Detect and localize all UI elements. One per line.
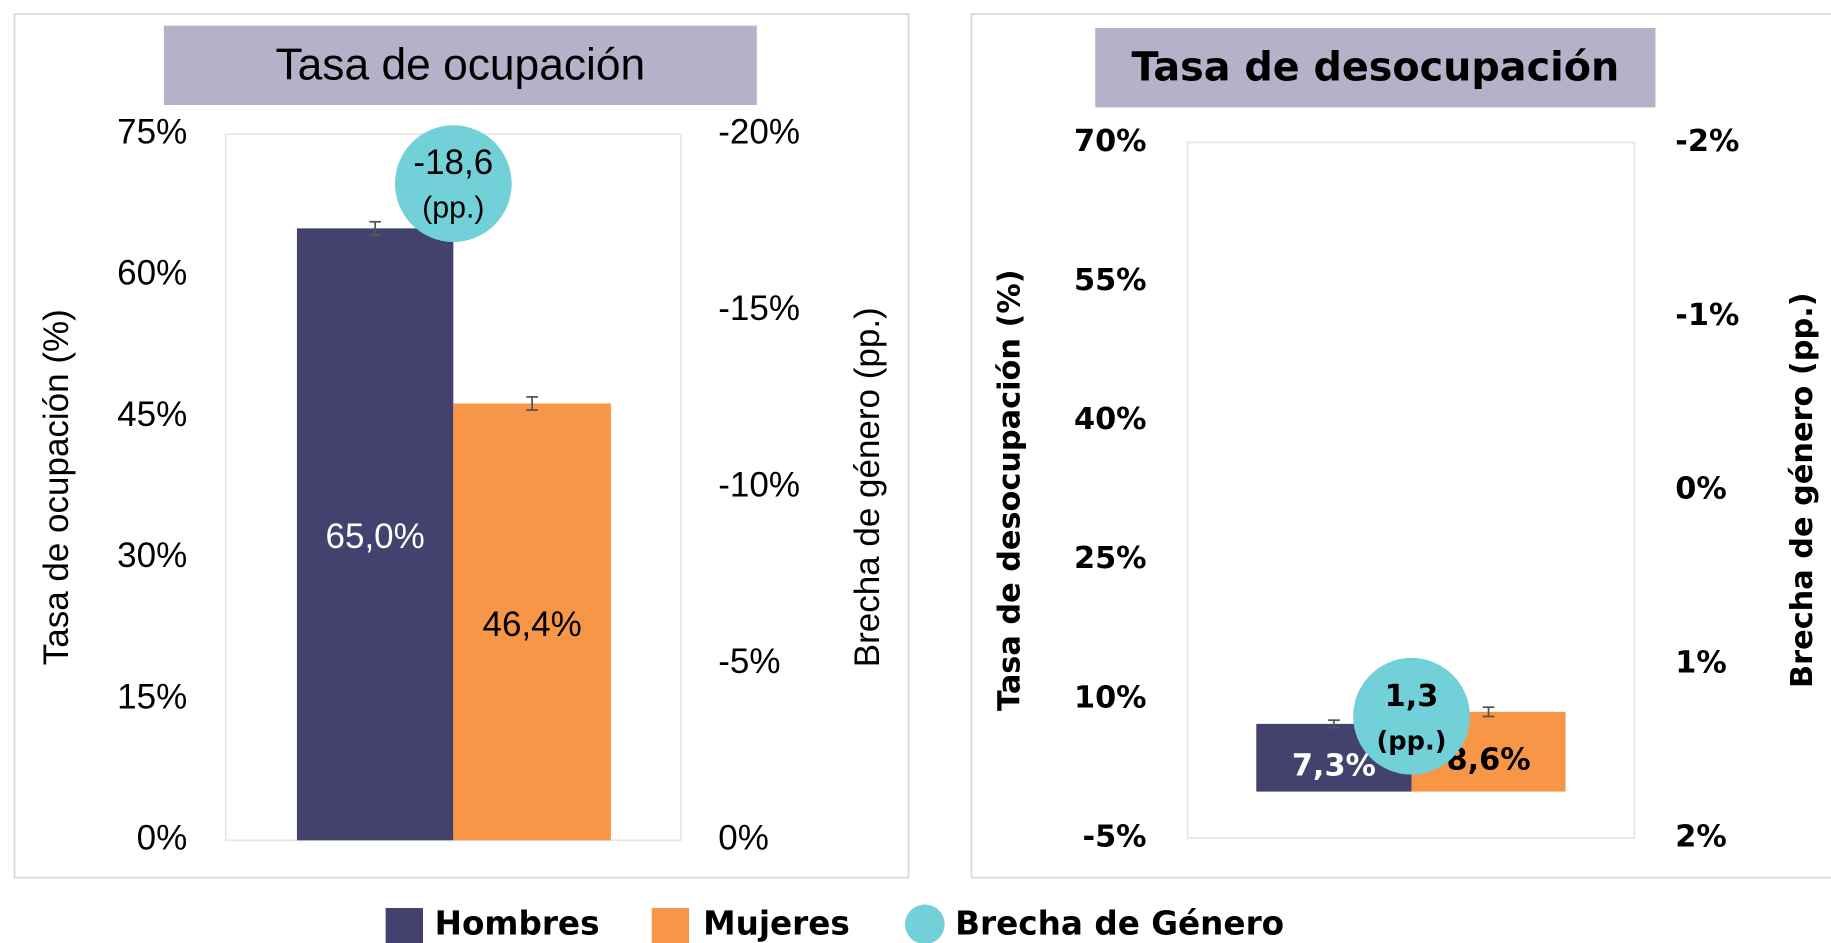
y2-tick-label: 0% <box>718 819 769 858</box>
y-tick-label: 40% <box>1074 402 1147 437</box>
gap-unit: (pp.) <box>422 191 484 224</box>
y-tick-label: -5% <box>1083 819 1147 854</box>
legend-swatch <box>651 907 690 943</box>
y2-axis-title: Brecha de género (pp.) <box>1785 292 1820 688</box>
data-label: 46,4% <box>482 605 581 644</box>
data-label: 8,6% <box>1446 743 1530 778</box>
title-box <box>163 25 757 106</box>
gap-unit: (pp.) <box>1377 726 1447 756</box>
y2-tick-label: -1% <box>1675 298 1739 333</box>
gap-label: 1,3 <box>1385 679 1439 714</box>
y-axis-title: Tasa de desocupación (%) <box>993 269 1028 711</box>
y-tick-label: 70% <box>1074 124 1147 159</box>
legend-swatch <box>385 907 423 943</box>
legend-label: Hombres <box>435 904 600 942</box>
y-axis-title: Tasa de ocupación (%) <box>37 309 76 665</box>
chart-panel: Tasa de desocupación -5% 10% 25% 40% 55% 70% 2%… <box>970 13 1831 879</box>
y-tick-label: 55% <box>1074 263 1147 298</box>
y2-tick-label: -20% <box>718 112 800 151</box>
y2-tick-label: -2% <box>1675 124 1739 159</box>
data-label: 65,0% <box>326 517 425 556</box>
legend-label: Mujeres <box>703 904 850 942</box>
panel-border <box>970 13 1831 879</box>
gap-bubble <box>1353 657 1470 775</box>
y2-tick-label: -15% <box>718 289 800 328</box>
y-tick-label: 25% <box>1074 541 1147 576</box>
y-tick-label: 10% <box>1074 680 1147 715</box>
y2-tick-label: -10% <box>718 466 800 505</box>
y2-tick-label: 1% <box>1675 646 1727 681</box>
legend-swatch <box>905 904 945 943</box>
error-bar <box>1482 706 1495 718</box>
y2-tick-label: 0% <box>1675 472 1727 507</box>
y2-tick-label: -5% <box>718 642 780 681</box>
y-tick-label: 0% <box>137 819 188 858</box>
y-tick-label: 15% <box>117 677 187 716</box>
error-bar <box>1328 719 1340 729</box>
bar <box>296 228 454 841</box>
chart-title: Tasa de desocupación <box>1131 45 1619 91</box>
legend-label: Brecha de Género <box>955 904 1284 942</box>
y2-axis-title: Brecha de género (pp.) <box>848 307 887 667</box>
gap-bubble <box>394 125 512 242</box>
y-tick-label: 75% <box>117 112 187 151</box>
y-tick-label: 60% <box>117 254 187 293</box>
bar <box>453 403 611 841</box>
y-tick-label: 45% <box>117 395 187 434</box>
plot-area <box>1186 141 1636 839</box>
panel-border <box>13 13 910 879</box>
data-label: 7,3% <box>1292 749 1376 784</box>
error-bar <box>526 396 538 411</box>
error-bar <box>369 220 381 236</box>
gap-label: -18,6 <box>413 143 493 182</box>
y2-tick-label: 2% <box>1675 819 1727 854</box>
title-box <box>1095 28 1656 108</box>
chart-title: Tasa de ocupación <box>276 40 646 89</box>
chart-panel: Tasa de ocupación 0% 15% 30% 45% 60% 75% 0% -5% -… <box>13 13 910 879</box>
legend: Hombres Mujeres Brecha de Género <box>385 904 1284 943</box>
y-tick-label: 30% <box>117 536 187 575</box>
